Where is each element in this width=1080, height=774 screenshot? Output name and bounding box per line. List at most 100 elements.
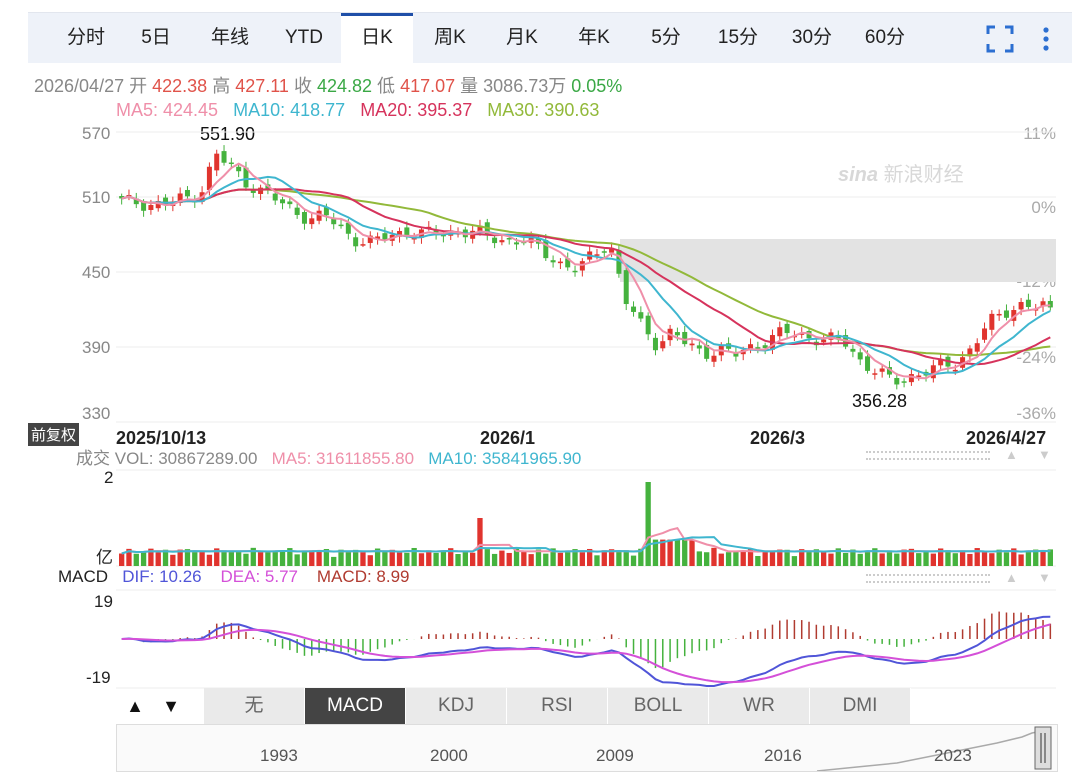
volume-bar <box>513 548 520 566</box>
adjust-badge[interactable]: 前复权 <box>28 423 80 446</box>
macd-axis-bottom: -19 <box>86 668 111 687</box>
volume-bar <box>879 553 885 566</box>
timeline-navigator[interactable] <box>116 724 1058 772</box>
gap-zone <box>620 239 1056 282</box>
candle-body <box>755 347 761 349</box>
volume-scroll-down-icon[interactable]: ▼ <box>1038 447 1051 462</box>
candle-body <box>214 153 220 171</box>
indicator-macd[interactable]: MACD <box>305 688 406 724</box>
volume-bar <box>411 547 417 566</box>
quote-info-line: 2026/04/27 开 422.38 高 427.11 收 424.82 低 … <box>34 72 622 98</box>
price-tick-450: 450 <box>82 263 111 282</box>
volume-bar <box>184 549 191 566</box>
tab-monthly-k[interactable]: 月K <box>506 27 538 48</box>
volume-bar <box>857 553 863 566</box>
tab-intraday[interactable]: 分时 <box>66 27 105 48</box>
macd-title: MACD <box>58 567 109 586</box>
tab-weekly-k[interactable]: 周K <box>434 27 466 48</box>
volume-scroll-up-icon[interactable]: ▲ <box>1005 447 1018 462</box>
indicator-none[interactable]: 无 <box>204 688 305 724</box>
sina-logo-icon: sina <box>838 164 879 186</box>
tab-yearly-k[interactable]: 年K <box>578 27 610 48</box>
volume-bar <box>1003 552 1010 566</box>
candle-body <box>287 201 293 205</box>
volume-bar <box>506 552 512 566</box>
tab-5day[interactable]: 5日 <box>141 27 171 48</box>
indicator-wr[interactable]: WR <box>709 688 810 724</box>
price-tick-510: 510 <box>82 188 111 207</box>
candle-body <box>141 202 147 211</box>
tab-year-line[interactable]: 年线 <box>210 27 249 48</box>
close-value: 424.82 <box>316 76 373 96</box>
volume-bar <box>572 549 578 566</box>
candle-body <box>638 312 644 319</box>
volume-bar <box>557 552 564 566</box>
candle-body <box>221 151 227 163</box>
volume-bar <box>228 552 234 566</box>
volume-bar <box>426 550 432 566</box>
tab-60min[interactable]: 60分 <box>864 27 906 48</box>
volume-legend: 成交 VOL: 30867289.00 MA5: 31611855.80 MA1… <box>76 444 581 469</box>
tab-5min[interactable]: 5分 <box>651 27 681 48</box>
volume-bar <box>755 555 761 566</box>
volume-bar <box>360 550 366 566</box>
tab-ytd[interactable]: YTD <box>285 27 323 48</box>
macd-axis-top: 19 <box>94 592 113 611</box>
indicator-dmi[interactable]: DMI <box>810 688 911 724</box>
tab-daily-k[interactable]: 日K <box>341 13 413 64</box>
date-label-jan: 2026/1 <box>480 428 536 448</box>
date-label-end: 2026/4/27 <box>966 428 1047 448</box>
candle-body <box>258 187 264 194</box>
volume-dotted-pattern <box>866 451 990 460</box>
candle-body <box>908 374 914 383</box>
indicator-kdj[interactable]: KDJ <box>406 688 507 724</box>
ma5-legend: MA5: 424.45 <box>116 100 219 120</box>
indicator-next-button[interactable]: ▼ <box>162 696 180 716</box>
tab-15min[interactable]: 15分 <box>717 27 759 48</box>
volume-bar <box>455 554 461 566</box>
volume-axis-unit: 亿 <box>96 548 113 567</box>
fullscreen-icon[interactable] <box>986 25 1014 53</box>
volume-bar <box>938 548 944 566</box>
pct-tick-0: 0% <box>1031 198 1056 217</box>
candle-body <box>499 240 505 243</box>
candle-body <box>345 222 351 234</box>
candle-body <box>316 210 322 221</box>
candle-body <box>272 193 278 201</box>
more-vert-icon[interactable] <box>1032 25 1060 53</box>
timeline-year-2023: 2023 <box>934 746 972 765</box>
volume-bar <box>587 548 593 566</box>
macd-scroll-down-icon[interactable]: ▼ <box>1038 570 1051 585</box>
volume-bar <box>367 555 373 566</box>
volume-bar <box>740 550 746 566</box>
volume-bar <box>784 549 790 566</box>
indicator-boll[interactable]: BOLL <box>608 688 709 724</box>
volume-bar <box>499 550 505 566</box>
candle-body <box>243 167 249 188</box>
close-label: 收 <box>293 76 312 96</box>
tab-30min[interactable]: 30分 <box>791 27 833 48</box>
ma10-legend: MA10: 418.77 <box>233 100 346 120</box>
pct-tick-m24: -24% <box>1016 348 1056 367</box>
volume-bar <box>660 539 666 566</box>
volume-bar <box>535 549 542 566</box>
volume-bar <box>433 552 439 566</box>
volume-bar <box>1018 554 1024 566</box>
volume-bar <box>243 553 249 566</box>
macd-scroll-up-icon[interactable]: ▲ <box>1005 570 1018 585</box>
volume-bar <box>828 553 834 566</box>
candle-body <box>631 306 637 312</box>
candle-body <box>623 270 629 305</box>
volume-bar <box>930 553 936 566</box>
candle-body <box>1003 310 1009 318</box>
volume-bar <box>192 552 198 566</box>
volume-bar <box>769 551 776 566</box>
sina-finance-watermark: sina 新浪财经 <box>838 158 964 187</box>
candle-body <box>777 327 783 337</box>
indicator-rsi[interactable]: RSI <box>507 688 608 724</box>
volume-bar <box>155 552 161 566</box>
volume-bar <box>265 552 271 566</box>
indicator-prev-button[interactable]: ▲ <box>126 696 144 716</box>
open-value: 422.38 <box>152 76 208 96</box>
